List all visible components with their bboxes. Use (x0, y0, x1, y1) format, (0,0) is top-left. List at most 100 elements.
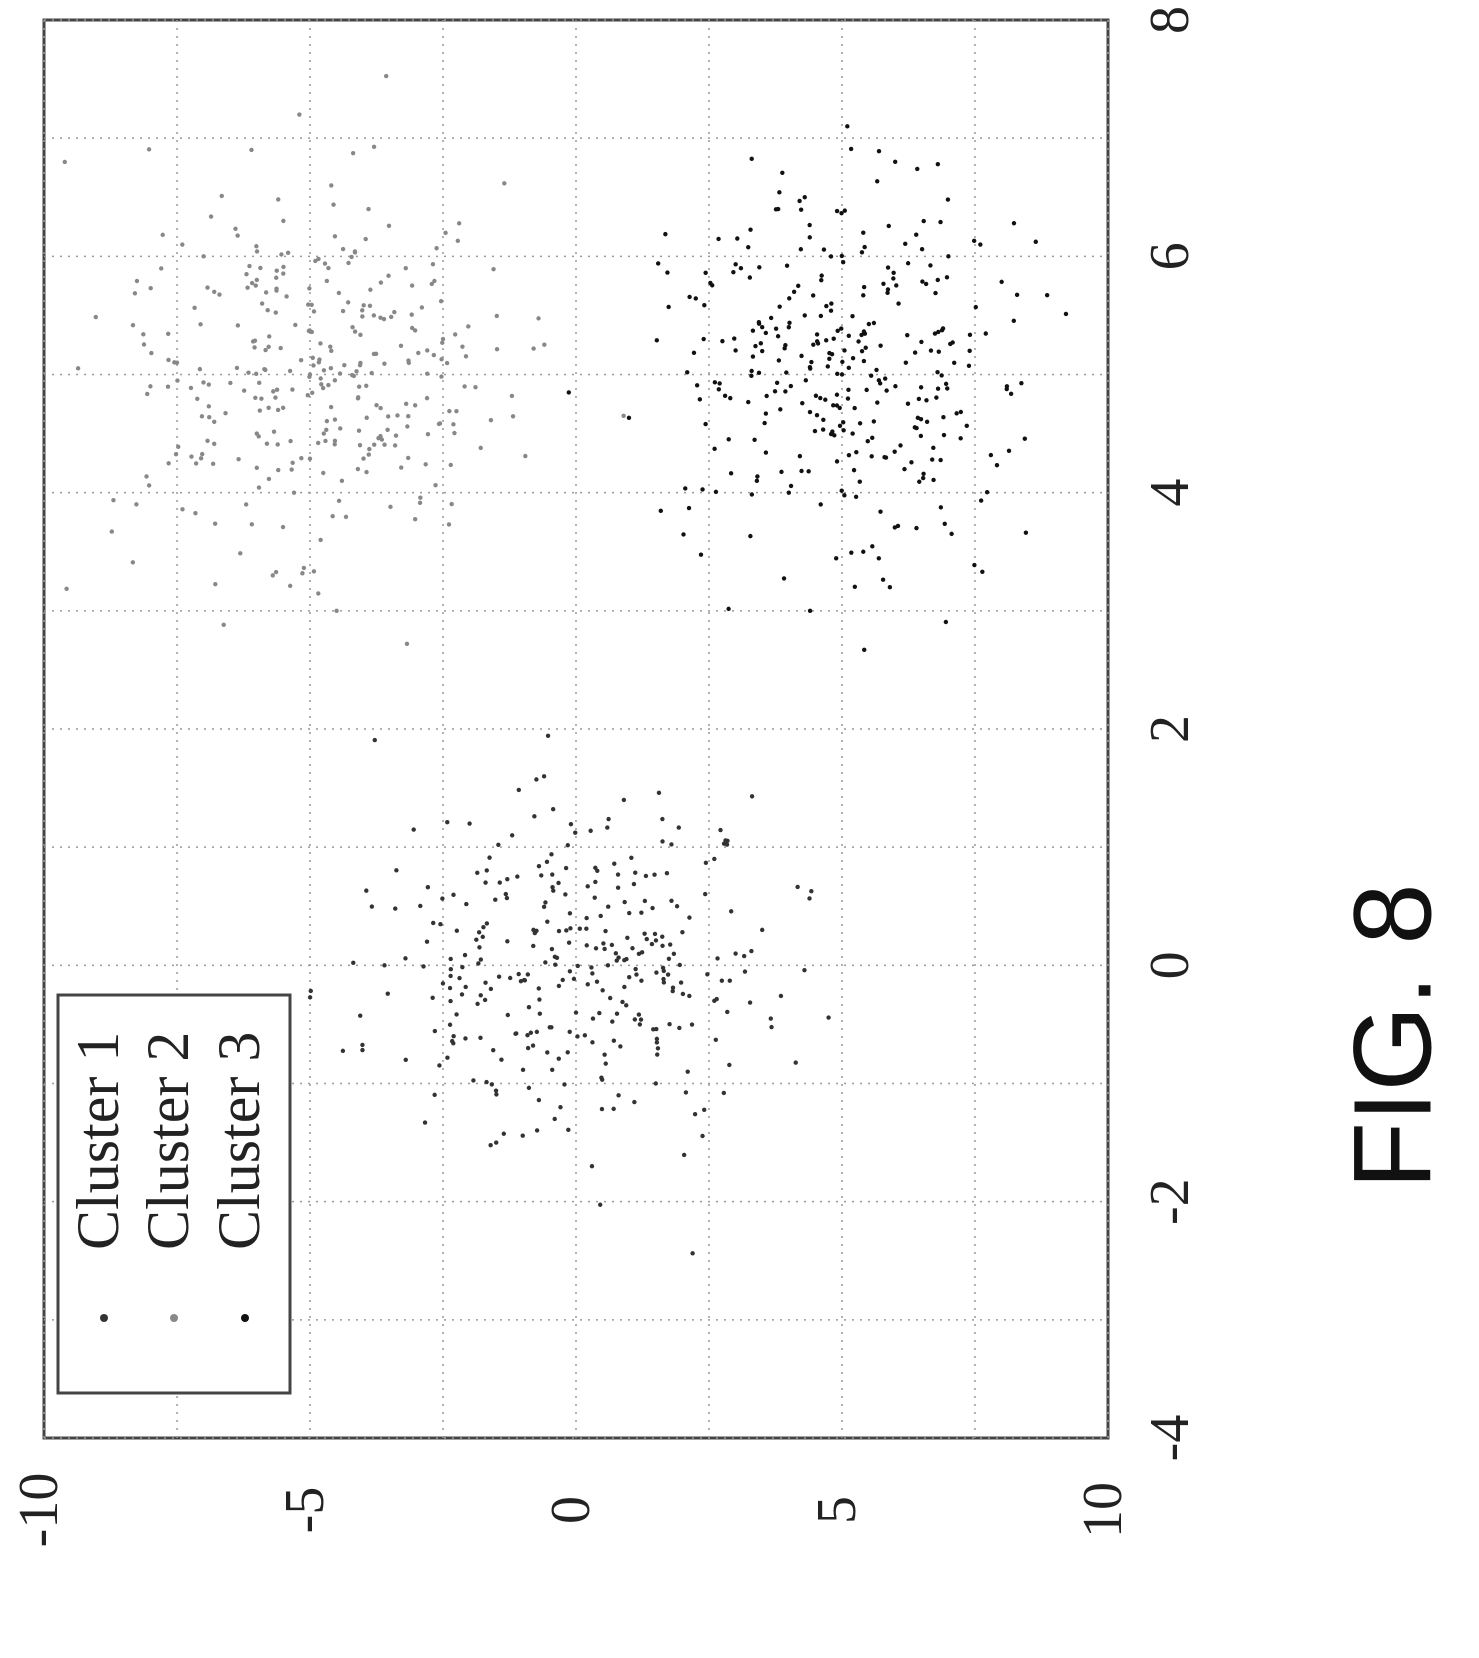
cluster-3-point (912, 350, 918, 355)
cluster-3-point (720, 338, 725, 344)
cluster-3-point (971, 238, 977, 244)
cluster-1-point (504, 895, 510, 901)
cluster-2-point (311, 569, 317, 574)
cluster-1-point (445, 1055, 450, 1060)
cluster-3-point (883, 455, 889, 460)
cluster-2-point (328, 365, 334, 371)
cluster-1-point (563, 892, 568, 897)
cluster-3-point (733, 348, 738, 353)
cluster-3-point (936, 329, 941, 335)
cluster-2-point (531, 346, 536, 351)
cluster-2-point (285, 250, 291, 255)
cluster-1-point (545, 919, 550, 924)
cluster-3-point (834, 208, 840, 214)
cluster-2-point (175, 378, 180, 383)
cluster-1-point (496, 974, 502, 979)
cluster-2-point (363, 236, 368, 242)
cluster-2-point (316, 591, 321, 596)
cluster-3-point (842, 493, 847, 498)
cluster-3-point (932, 331, 938, 336)
cluster-3-point (938, 457, 943, 463)
cluster-1-point (488, 986, 494, 992)
cluster-1-point (476, 930, 482, 935)
cluster-3-point (859, 348, 865, 354)
cluster-2-point (264, 441, 270, 446)
cluster-1-point (552, 1116, 557, 1122)
cluster-3-point (784, 263, 790, 268)
cluster-3-point (841, 428, 846, 433)
cluster-2-point (409, 283, 415, 288)
cluster-3-point (839, 253, 845, 259)
cluster-1-point (760, 927, 765, 933)
cluster-2-point (276, 197, 281, 202)
cluster-3-point (786, 325, 792, 330)
cluster-3-point (923, 281, 929, 287)
cluster-2-point (313, 258, 318, 264)
cluster-1-point (411, 827, 416, 832)
cluster-3-point (862, 647, 867, 653)
cluster-2-point (141, 342, 147, 347)
cluster-3-point (887, 585, 893, 590)
cluster-3-point (758, 341, 764, 346)
cluster-1-point (464, 901, 469, 907)
cluster-1-point (393, 906, 398, 911)
cluster-3-point (749, 156, 754, 162)
y-tick-label: 0 (540, 1496, 602, 1524)
cluster-2-point (249, 280, 255, 286)
cluster-1-point (553, 962, 558, 967)
cluster-3-point (749, 492, 755, 497)
cluster-1-point (536, 986, 541, 991)
cluster-3-point (757, 265, 762, 270)
cluster-2-point (336, 290, 342, 296)
cluster-2-point (346, 300, 351, 305)
cluster-2-point (317, 357, 322, 362)
cluster-1-point (554, 955, 560, 961)
cluster-3-point (1014, 292, 1020, 298)
cluster-1-point (575, 1034, 580, 1039)
cluster-3-point (885, 290, 890, 296)
cluster-2-point (382, 361, 387, 366)
cluster-1-point (541, 904, 547, 910)
cluster-1-point (689, 1022, 695, 1027)
cluster-2-point (274, 286, 279, 291)
cluster-1-point (360, 1042, 365, 1048)
cluster-2-point (352, 250, 358, 255)
cluster-2-point (494, 313, 499, 319)
cluster-2-point (361, 456, 366, 461)
cluster-3-point (870, 435, 875, 441)
cluster-3-point (846, 365, 852, 371)
cluster-3-point (747, 275, 753, 280)
cluster-2-point (318, 537, 323, 543)
cluster-2-point (349, 372, 355, 378)
cluster-1-point (654, 1036, 660, 1042)
cluster-2-point (412, 403, 418, 408)
cluster-2-point (454, 408, 459, 414)
cluster-2-point (311, 309, 317, 314)
cluster-1-point (432, 1028, 438, 1034)
cluster-1-point (655, 1052, 660, 1057)
cluster-1-point (525, 1045, 531, 1051)
cluster-3-point (875, 179, 880, 184)
cluster-3-point (935, 161, 941, 167)
cluster-1-point (633, 966, 638, 972)
cluster-2-point (371, 313, 377, 318)
cluster-2-point (392, 443, 398, 448)
cluster-2-point (342, 362, 347, 368)
cluster-2-point (281, 271, 286, 276)
cluster-2-point (404, 641, 410, 647)
cluster-3-point (861, 293, 866, 298)
cluster-3-point (931, 477, 936, 483)
cluster-3-point (846, 387, 851, 393)
cluster-1-point (653, 1081, 658, 1086)
cluster-1-point (809, 889, 814, 894)
cluster-3-point (983, 331, 988, 336)
cluster-3-point (862, 244, 867, 250)
data-points (62, 73, 1069, 1256)
cluster-2-point (436, 421, 442, 427)
cluster-2-point (180, 507, 185, 512)
cluster-1-point (654, 970, 659, 975)
cluster-3-point (852, 584, 858, 589)
cluster-1-point (488, 1142, 493, 1148)
cluster-3-point (754, 478, 760, 484)
cluster-1-point (597, 1010, 602, 1016)
